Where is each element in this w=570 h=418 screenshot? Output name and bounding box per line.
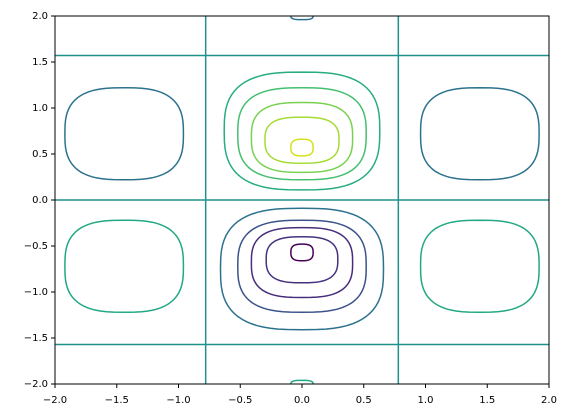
- contour-line: [264, 116, 340, 164]
- y-tick-label: −1.0: [24, 287, 48, 298]
- x-tick-label: 0.0: [294, 395, 310, 406]
- x-tick-label: −0.5: [228, 395, 252, 406]
- contour-line: [223, 71, 381, 191]
- contour-line: [419, 87, 540, 181]
- contour-line: [290, 138, 314, 157]
- x-tick-label: 0.5: [356, 395, 372, 406]
- x-tick-label: 1.5: [479, 395, 495, 406]
- plot-area: [55, 16, 549, 384]
- x-tick-label: −2.0: [43, 395, 67, 406]
- contour-line: [250, 101, 354, 174]
- contour-line: [419, 219, 540, 313]
- contour-line: [219, 207, 385, 331]
- x-tick-label: 2.0: [541, 395, 557, 406]
- y-tick-label: 0.0: [32, 195, 48, 206]
- y-tick-label: 1.5: [32, 57, 48, 68]
- contour-line: [290, 16, 314, 21]
- contour-line: [237, 219, 367, 313]
- contour-line: [237, 87, 367, 181]
- contour-line: [250, 226, 354, 299]
- y-tick-label: 0.5: [32, 149, 48, 160]
- y-tick-label: 1.0: [32, 103, 48, 114]
- contour-line: [64, 219, 185, 313]
- x-tick-label: −1.5: [105, 395, 129, 406]
- y-tick-label: −0.5: [24, 241, 48, 252]
- y-tick-label: −2.0: [24, 379, 48, 390]
- contour-line: [290, 379, 314, 384]
- contour-line: [64, 87, 185, 181]
- y-tick-label: 2.0: [32, 11, 48, 22]
- contour-line: [290, 243, 314, 262]
- x-tick-label: −1.0: [166, 395, 190, 406]
- contour-line: [265, 236, 339, 284]
- y-tick-label: −1.5: [24, 333, 48, 344]
- x-tick-label: 1.0: [418, 395, 434, 406]
